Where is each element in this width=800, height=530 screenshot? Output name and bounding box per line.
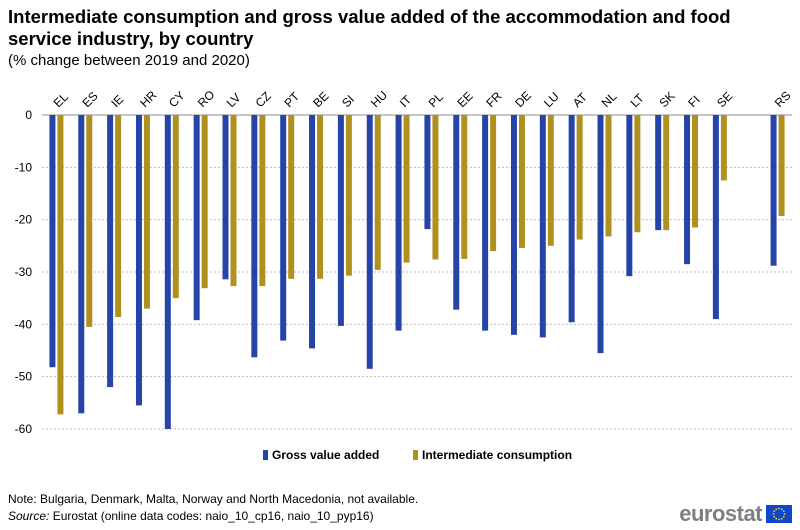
- y-tick-label: -40: [15, 317, 33, 331]
- footnote: Note: Bulgaria, Denmark, Malta, Norway a…: [8, 492, 419, 506]
- bar-ic-es: [86, 115, 93, 327]
- bar-gva-es: [78, 115, 85, 414]
- category-label-fi: FI: [685, 93, 702, 110]
- y-tick-label: -20: [15, 213, 33, 227]
- bar-ic-hr: [143, 115, 150, 309]
- category-label-sk: SK: [656, 89, 677, 110]
- source-text: Eurostat (online data codes: naio_10_cp1…: [49, 509, 374, 523]
- chart-subtitle: (% change between 2019 and 2020): [8, 52, 250, 69]
- bar-gva-fr: [482, 115, 489, 331]
- bar-ic-si: [345, 115, 352, 276]
- bar-ic-rs: [778, 115, 785, 217]
- bar-ic-be: [317, 115, 324, 279]
- bar-ic-nl: [605, 115, 612, 237]
- category-label-ie: IE: [108, 92, 126, 110]
- category-label-de: DE: [512, 88, 534, 110]
- category-label-at: AT: [570, 90, 591, 111]
- category-label-cy: CY: [166, 88, 188, 110]
- bar-gva-ee: [453, 115, 460, 310]
- legend-swatch-ic: [413, 450, 418, 460]
- bar-gva-ie: [107, 115, 114, 388]
- category-label-lv: LV: [224, 90, 244, 110]
- bar-ic-ie: [115, 115, 122, 318]
- y-tick-label: 0: [25, 108, 32, 122]
- bar-gva-rs: [770, 115, 777, 266]
- category-label-ro: RO: [195, 87, 218, 110]
- legend-label-gva: Gross value added: [272, 448, 379, 462]
- bar-chart: 0 -10 -20 -30 -40 -50 -60 EL ES IE HR CY RO LV CZ PT BE S…: [15, 87, 794, 462]
- category-label-fr: FR: [483, 89, 504, 110]
- bar-gva-de: [510, 115, 517, 335]
- y-tick-label: -60: [15, 422, 33, 436]
- category-label-hu: HU: [368, 88, 390, 110]
- bar-gva-sk: [655, 115, 662, 231]
- bar-ic-fi: [692, 115, 699, 228]
- y-tick-label: -30: [15, 265, 33, 279]
- eu-flag-icon: [766, 505, 792, 523]
- source-label: Source:: [8, 509, 50, 523]
- bar-ic-ro: [201, 115, 208, 289]
- category-label-be: BE: [310, 89, 331, 110]
- category-label-es: ES: [79, 89, 100, 110]
- bar-gva-hu: [366, 115, 373, 369]
- bar-gva-lt: [626, 115, 633, 277]
- bar-ic-fr: [490, 115, 497, 252]
- bar-gva-si: [337, 115, 344, 326]
- bar-ic-pl: [432, 115, 439, 260]
- legend-swatch-gva: [263, 450, 268, 460]
- bar-ic-it: [403, 115, 410, 263]
- category-label-hr: HR: [137, 88, 159, 110]
- bar-ic-pt: [288, 115, 295, 279]
- bar-ic-lv: [230, 115, 237, 287]
- bar-gva-at: [568, 115, 575, 323]
- bar-ic-el: [57, 115, 64, 415]
- bar-ic-ee: [461, 115, 468, 259]
- bar-ic-cz: [259, 115, 266, 287]
- bar-ic-se: [720, 115, 727, 181]
- y-tick-label: -50: [15, 370, 33, 384]
- bar-ic-sk: [663, 115, 670, 231]
- bar-gva-se: [712, 115, 719, 320]
- bar-ic-at: [576, 115, 583, 240]
- bar-gva-ro: [193, 115, 200, 321]
- category-label-ee: EE: [454, 89, 475, 110]
- category-label-nl: NL: [599, 89, 620, 110]
- category-label-pt: PT: [281, 89, 302, 110]
- bar-gva-cz: [251, 115, 258, 358]
- bar-ic-hu: [374, 115, 381, 270]
- bar-gva-pl: [424, 115, 431, 230]
- bar-ic-lt: [634, 115, 641, 233]
- category-label-el: EL: [51, 90, 72, 111]
- legend-label-ic: Intermediate consumption: [422, 448, 572, 462]
- logo-text: eurostat: [679, 501, 762, 526]
- category-label-lu: LU: [541, 89, 562, 110]
- bar-gva-pt: [280, 115, 287, 341]
- bar-gva-el: [49, 115, 56, 368]
- bar-gva-lv: [222, 115, 229, 280]
- eurostat-logo: eurostat: [679, 501, 792, 526]
- bar-ic-de: [518, 115, 525, 248]
- category-label-cz: CZ: [253, 89, 274, 110]
- chart-title: Intermediate consumption and gross value…: [8, 6, 731, 49]
- bar-gva-it: [395, 115, 402, 331]
- category-label-si: SI: [339, 92, 357, 110]
- bar-gva-nl: [597, 115, 604, 354]
- source-line: Source: Eurostat (online data codes: nai…: [8, 509, 374, 524]
- bar-gva-fi: [684, 115, 691, 265]
- category-label-lt: LT: [628, 90, 648, 110]
- category-label-rs: RS: [772, 88, 794, 110]
- bar-ic-cy: [172, 115, 179, 299]
- category-label-se: SE: [714, 89, 735, 110]
- bar-gva-hr: [135, 115, 142, 406]
- category-label-it: IT: [397, 92, 415, 110]
- y-tick-label: -10: [15, 160, 33, 174]
- bar-gva-cy: [164, 115, 171, 429]
- bar-gva-lu: [539, 115, 546, 338]
- bar-ic-lu: [547, 115, 554, 246]
- bar-gva-be: [309, 115, 316, 349]
- category-label-pl: PL: [426, 90, 447, 111]
